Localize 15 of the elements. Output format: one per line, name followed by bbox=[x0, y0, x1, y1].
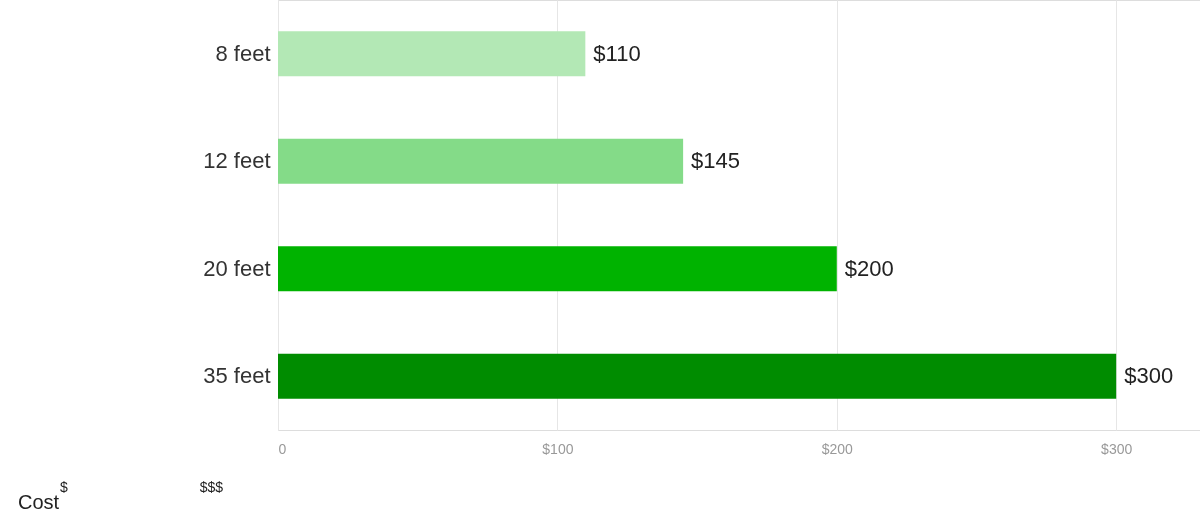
text: $ bbox=[60, 479, 68, 495]
data-label: $110 bbox=[593, 40, 641, 66]
data-label: $300 bbox=[1124, 363, 1174, 389]
y-tick-label: 35 feet bbox=[203, 363, 271, 389]
y-tick-label: 8 feet bbox=[215, 40, 271, 66]
x-tick-label: $300 bbox=[1101, 440, 1133, 457]
x-tick-label: 0 bbox=[278, 440, 287, 457]
text: $$$ bbox=[199, 479, 224, 495]
text: Cost bbox=[18, 491, 60, 513]
data-label: $145 bbox=[691, 148, 741, 174]
x-tick-label: $200 bbox=[821, 440, 854, 457]
y-tick-label: 20 feet bbox=[203, 255, 271, 281]
data-label: $200 bbox=[844, 255, 894, 281]
x-tick-label: $100 bbox=[542, 440, 574, 457]
y-tick-label: 12 feet bbox=[203, 148, 271, 174]
